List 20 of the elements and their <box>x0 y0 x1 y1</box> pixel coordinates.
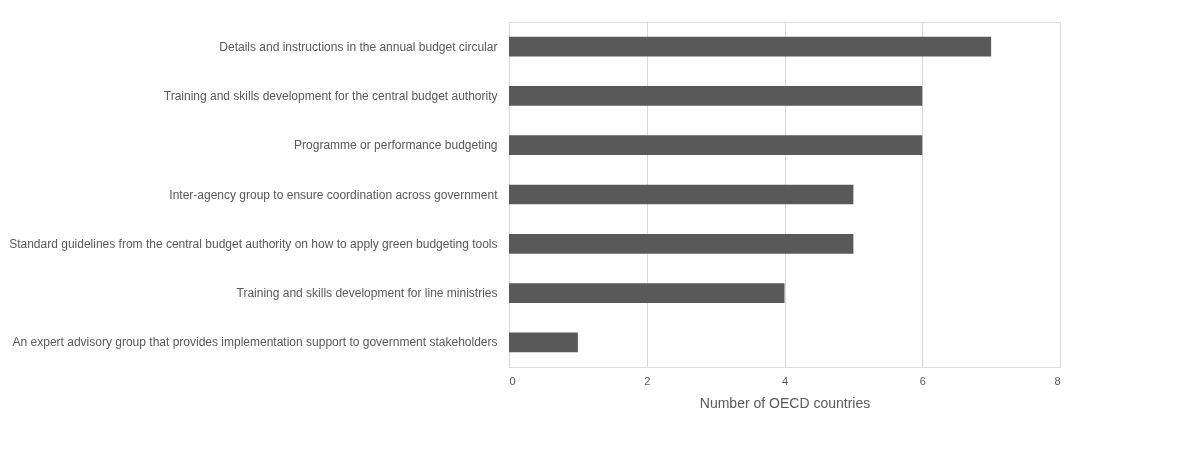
bar <box>509 36 992 57</box>
y-tick-label: Training and skills development for line ministries <box>236 286 498 301</box>
y-tick-label: Training and skills development for the central budget authority <box>163 88 498 103</box>
x-axis-title: Number of OECD countries <box>699 394 871 411</box>
y-tick-label: Inter-agency group to ensure coordination across government <box>169 187 499 202</box>
bar <box>509 86 923 106</box>
bar <box>509 135 923 156</box>
y-tick-label: Standard guidelines from the central budget authority on how to apply green budgeting tools <box>9 236 498 251</box>
x-tick-label: 2 <box>644 374 651 387</box>
y-tick-label: Details and instructions in the annual budget circular <box>219 39 498 54</box>
bar <box>509 233 854 254</box>
x-tick-label: 6 <box>919 374 926 387</box>
x-tick-label: 0 <box>509 374 516 387</box>
x-tick-label: 4 <box>781 374 789 387</box>
y-tick-label: An expert advisory group that provides implementation support to government stakeholders <box>12 335 498 350</box>
bar <box>509 332 578 353</box>
x-tick-label: 8 <box>1054 374 1061 387</box>
bar <box>509 184 854 205</box>
y-tick-label: Programme or performance budgeting <box>294 138 498 153</box>
bar <box>509 283 785 303</box>
